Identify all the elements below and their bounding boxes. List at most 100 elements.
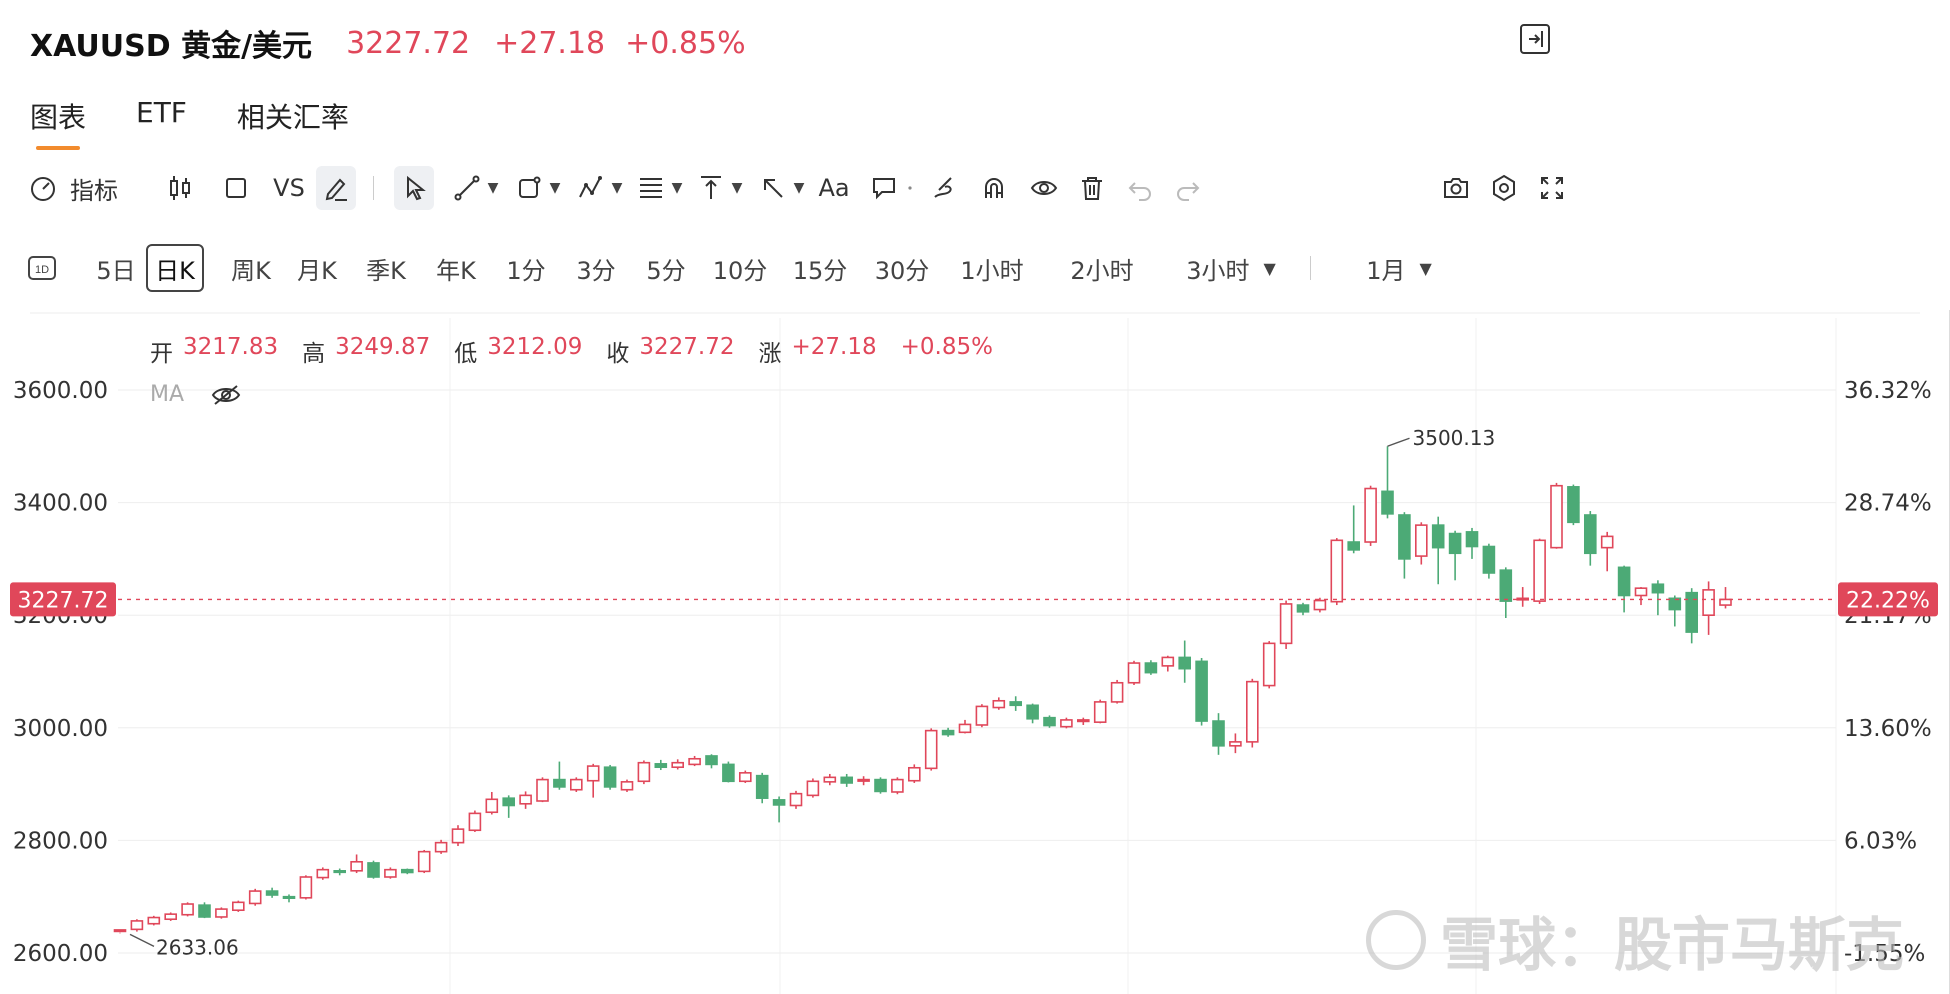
period-week[interactable]: 周K	[231, 256, 271, 285]
snowball-logo-icon	[1366, 910, 1426, 970]
drawing-toolbar: 指标 VS ▼ ▼ ▼ ▼ ▼ ▼ Aa	[28, 160, 1918, 216]
pattern-tool[interactable]: ▼	[574, 166, 624, 210]
period-10min[interactable]: 10分	[712, 256, 768, 285]
period-5min[interactable]: 5分	[646, 256, 686, 285]
y-tick-label: 3400.00	[13, 491, 108, 517]
candle-body	[1262, 642, 1276, 687]
candle	[1702, 581, 1715, 635]
candle-body	[1043, 716, 1056, 727]
low-value: 3212.09	[487, 334, 583, 360]
candle-body	[1600, 535, 1614, 549]
candle-body	[1415, 524, 1428, 557]
candle-body	[1330, 539, 1344, 603]
undo-icon[interactable]	[1120, 166, 1160, 210]
comment-icon[interactable]	[864, 166, 904, 210]
fib-tool[interactable]: ▼	[634, 166, 684, 210]
candle-body	[215, 908, 228, 918]
candle	[248, 888, 262, 906]
candle	[215, 907, 228, 919]
period-2h[interactable]: 2小时	[1070, 256, 1134, 285]
candle	[400, 868, 414, 875]
candle-body	[1246, 680, 1259, 743]
candle-body	[1584, 514, 1597, 555]
header: XAUUSD 黄金/美元 3227.72 +27.18 +0.85%	[30, 18, 766, 68]
redo-icon[interactable]	[1168, 166, 1208, 210]
candle-body	[1127, 662, 1141, 684]
candle	[569, 777, 583, 792]
arrow-tool[interactable]: ▼	[756, 166, 806, 210]
candle-body	[232, 901, 245, 912]
period-3min[interactable]: 3分	[576, 256, 616, 285]
period-year[interactable]: 年K	[436, 256, 476, 285]
y-tick-label: 2600.00	[13, 941, 108, 967]
period-3h-dropdown[interactable]: 3小时 ▼	[1166, 244, 1296, 292]
candle	[586, 763, 600, 798]
candle	[738, 770, 752, 783]
fullscreen-icon[interactable]	[1532, 166, 1572, 210]
candle-body	[975, 705, 989, 726]
candle	[536, 777, 549, 803]
candle-body	[113, 929, 127, 933]
candle-body	[755, 774, 769, 799]
period-5d[interactable]: 5日	[96, 256, 136, 285]
magnet-icon[interactable]	[974, 166, 1014, 210]
square-icon[interactable]	[216, 166, 256, 210]
dot-icon	[904, 166, 916, 210]
candle-body	[823, 776, 837, 783]
candle-body	[1093, 701, 1107, 723]
one-day-icon[interactable]: 1D	[28, 244, 56, 292]
settings-icon[interactable]	[1484, 166, 1524, 210]
candle	[1634, 587, 1648, 606]
watermark: 雪球：股市马斯克	[1366, 898, 1904, 982]
vs-button[interactable]: VS	[273, 174, 305, 202]
period-divider	[1310, 256, 1311, 280]
period-quarter[interactable]: 季K	[366, 256, 406, 285]
indicator-button[interactable]: 指标	[28, 166, 128, 210]
period-1min[interactable]: 1分	[506, 256, 546, 285]
candle-body	[992, 699, 1006, 709]
period-15min[interactable]: 15分	[792, 256, 848, 285]
line-tool[interactable]: ▼	[450, 166, 500, 210]
cursor-icon[interactable]	[394, 166, 434, 210]
shape-tool[interactable]: ▼	[512, 166, 562, 210]
annotation-leader	[129, 933, 155, 948]
candle	[1719, 587, 1732, 609]
period-day[interactable]: 日K	[146, 244, 204, 292]
candle-body	[1702, 589, 1715, 616]
period-30min[interactable]: 30分	[874, 256, 930, 285]
candle-body	[350, 860, 363, 872]
candle	[671, 759, 685, 770]
candle	[434, 839, 448, 854]
pen-icon[interactable]	[316, 166, 356, 210]
candle	[1195, 657, 1208, 726]
candle-body	[907, 766, 921, 782]
candle	[722, 761, 735, 783]
candlestick-chart[interactable]: 3600.003400.003200.003000.002800.002600.…	[0, 310, 1950, 994]
chevron-down-icon: ▼	[1263, 258, 1276, 278]
tab-chart[interactable]: 图表	[30, 96, 86, 150]
brush-icon[interactable]	[924, 166, 964, 210]
period-month[interactable]: 月K	[297, 256, 337, 285]
candle-body	[400, 868, 414, 874]
period-1h[interactable]: 1小时	[960, 256, 1024, 285]
candle	[1347, 505, 1360, 554]
collapse-panel-icon[interactable]	[1520, 24, 1550, 54]
text-icon[interactable]: Aa	[818, 174, 850, 202]
tab-related-fx[interactable]: 相关汇率	[236, 101, 349, 134]
eye-icon[interactable]	[1024, 166, 1064, 210]
candle-body	[147, 916, 161, 925]
candle	[772, 796, 786, 823]
tab-etf[interactable]: ETF	[136, 96, 187, 129]
candle-body	[1110, 681, 1124, 703]
candle	[265, 887, 279, 898]
trash-icon[interactable]	[1072, 166, 1112, 210]
range-label: 1月	[1366, 256, 1406, 285]
candle	[519, 791, 532, 809]
candle-body	[384, 868, 397, 878]
camera-icon[interactable]	[1436, 166, 1476, 210]
candlestick-icon[interactable]	[160, 166, 200, 210]
range-dropdown[interactable]: 1月 ▼	[1344, 244, 1454, 292]
eye-off-icon[interactable]	[210, 383, 242, 407]
candle-body	[1634, 587, 1648, 597]
measure-tool[interactable]: ▼	[694, 166, 744, 210]
